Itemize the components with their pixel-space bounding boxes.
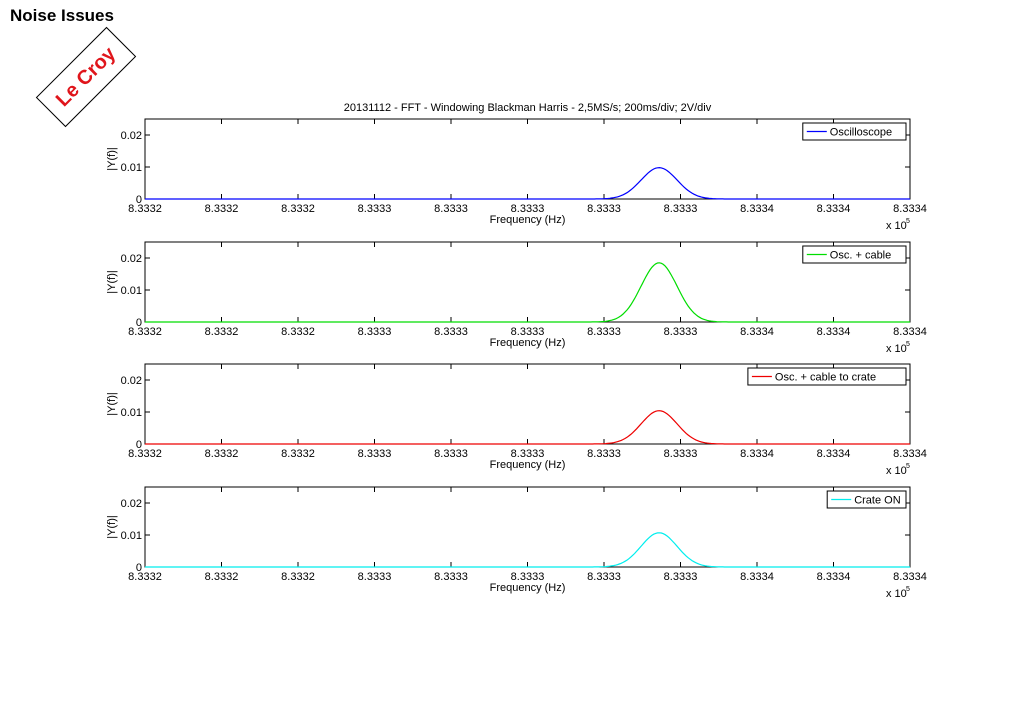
x-multiplier: x 10 <box>886 343 907 355</box>
x-multiplier: x 10 <box>886 465 907 477</box>
y-tick-label: 0.01 <box>121 162 142 174</box>
page-title: Noise Issues <box>10 6 114 25</box>
series-line <box>145 532 910 568</box>
x-tick-label: 8.3333 <box>587 326 621 338</box>
x-axis-label: Frequency (Hz) <box>490 214 566 226</box>
x-tick-label: 8.3332 <box>281 326 315 338</box>
x-tick-label: 8.3334 <box>817 203 851 215</box>
x-tick-label: 8.3332 <box>205 203 239 215</box>
x-tick-label: 8.3332 <box>128 326 162 338</box>
y-tick-label: 0.02 <box>121 375 142 387</box>
x-tick-label: 8.3334 <box>740 448 774 460</box>
x-tick-label: 8.3334 <box>740 571 774 583</box>
x-multiplier-exponent: 5 <box>906 463 910 470</box>
x-tick-label: 8.3332 <box>205 571 239 583</box>
plot-area <box>144 486 911 568</box>
legend-label: Osc. + cable <box>830 250 891 262</box>
x-tick-label: 8.3333 <box>434 571 468 583</box>
legend-box <box>826 490 907 509</box>
x-tick-label: 8.3333 <box>358 203 392 215</box>
plot-area <box>144 118 911 200</box>
x-axis-label: Frequency (Hz) <box>490 459 566 471</box>
x-tick-label: 8.3333 <box>434 326 468 338</box>
x-tick-label: 8.3332 <box>281 571 315 583</box>
x-tick-label: 8.3332 <box>205 326 239 338</box>
x-tick-label: 8.3333 <box>358 448 392 460</box>
x-tick-label: 8.3333 <box>511 571 545 583</box>
y-tick-label: 0.01 <box>121 530 142 542</box>
x-tick-label: 8.3333 <box>434 203 468 215</box>
x-multiplier-exponent: 5 <box>906 341 910 348</box>
legend-box <box>802 122 907 141</box>
x-tick-label: 8.3333 <box>587 448 621 460</box>
x-tick-label: 8.3334 <box>893 203 927 215</box>
x-tick-label: 8.3333 <box>664 326 698 338</box>
x-multiplier: x 10 <box>886 588 907 600</box>
x-tick-label: 8.3334 <box>893 448 927 460</box>
x-tick-label: 8.3332 <box>281 448 315 460</box>
y-axis-label: |Y(f)| <box>106 147 118 170</box>
y-tick-label: 0 <box>136 317 142 329</box>
x-tick-label: 8.3332 <box>281 203 315 215</box>
y-tick-label: 0 <box>136 562 142 574</box>
x-tick-label: 8.3333 <box>511 448 545 460</box>
x-multiplier: x 10 <box>886 220 907 232</box>
series-line <box>145 410 910 445</box>
y-axis-label: |Y(f)| <box>106 270 118 293</box>
x-axis-label: Frequency (Hz) <box>490 337 566 349</box>
x-tick-label: 8.3334 <box>740 203 774 215</box>
x-tick-label: 8.3333 <box>434 448 468 460</box>
x-tick-label: 8.3333 <box>664 571 698 583</box>
y-tick-label: 0 <box>136 439 142 451</box>
y-tick-label: 0.02 <box>121 498 142 510</box>
x-axis-label: Frequency (Hz) <box>490 582 566 594</box>
x-tick-label: 8.3334 <box>893 326 927 338</box>
legend-box <box>747 367 907 386</box>
x-tick-label: 8.3332 <box>128 571 162 583</box>
legend-label: Crate ON <box>854 495 901 507</box>
x-tick-label: 8.3334 <box>893 571 927 583</box>
x-tick-label: 8.3333 <box>664 448 698 460</box>
y-tick-label: 0.01 <box>121 407 142 419</box>
chart-title: 20131112 - FFT - Windowing Blackman Harr… <box>344 102 712 114</box>
x-multiplier-exponent: 5 <box>906 218 910 225</box>
x-tick-label: 8.3332 <box>205 448 239 460</box>
plot-area <box>144 241 911 323</box>
y-tick-label: 0.02 <box>121 253 142 265</box>
x-tick-label: 8.3333 <box>511 203 545 215</box>
x-tick-label: 8.3334 <box>740 326 774 338</box>
y-tick-label: 0.02 <box>121 130 142 142</box>
y-axis-label: |Y(f)| <box>106 515 118 538</box>
y-tick-label: 0.01 <box>121 285 142 297</box>
series-line <box>145 262 910 323</box>
legend-label: Osc. + cable to crate <box>775 372 876 384</box>
legend-box <box>802 245 907 264</box>
y-axis-label: |Y(f)| <box>106 392 118 415</box>
x-tick-label: 8.3333 <box>358 326 392 338</box>
legend-label: Oscilloscope <box>830 127 892 139</box>
x-tick-label: 8.3333 <box>587 203 621 215</box>
x-tick-label: 8.3333 <box>511 326 545 338</box>
x-tick-label: 8.3332 <box>128 448 162 460</box>
x-tick-label: 8.3333 <box>664 203 698 215</box>
x-tick-label: 8.3334 <box>817 448 851 460</box>
y-tick-label: 0 <box>136 194 142 206</box>
x-multiplier-exponent: 5 <box>906 586 910 593</box>
x-tick-label: 8.3332 <box>128 203 162 215</box>
x-tick-label: 8.3333 <box>358 571 392 583</box>
x-tick-label: 8.3333 <box>587 571 621 583</box>
x-tick-label: 8.3334 <box>817 571 851 583</box>
series-line <box>145 166 910 200</box>
x-tick-label: 8.3334 <box>817 326 851 338</box>
